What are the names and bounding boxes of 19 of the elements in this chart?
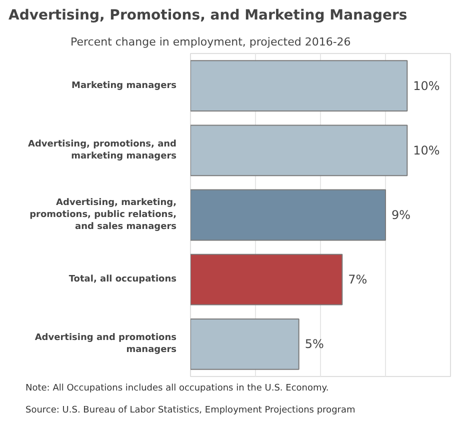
data-label: 7%	[348, 272, 368, 287]
bar	[190, 124, 408, 176]
bar	[190, 60, 408, 112]
bar	[190, 318, 300, 370]
bar	[190, 189, 386, 241]
y-tick-label: Advertising, marketing, promotions, public relations, and sales managers	[30, 198, 177, 232]
y-tick-label: Advertising, promotions, and marketing managers	[28, 139, 177, 162]
y-tick-label: Marketing managers	[72, 80, 177, 91]
data-label: 9%	[392, 208, 411, 222]
data-label: 5%	[304, 337, 324, 352]
bar	[190, 254, 343, 306]
data-label: 10%	[413, 143, 440, 158]
source-note: Source: U.S. Bureau of Labor Statistics, Employment Projections program	[26, 406, 356, 416]
y-tick-label: Total, all occupations	[68, 274, 177, 285]
chart-subtitle: Percent change in employment, projected 2016-26	[70, 36, 351, 48]
chart-title: Advertising, Promotions, and Marketing Managers	[8, 8, 408, 24]
data-label: 10%	[413, 78, 440, 93]
text: Note: All Occupations includes all occupations in the U.S. Economy.	[26, 384, 329, 394]
y-tick-label: Advertising and promotions managers	[34, 333, 177, 356]
